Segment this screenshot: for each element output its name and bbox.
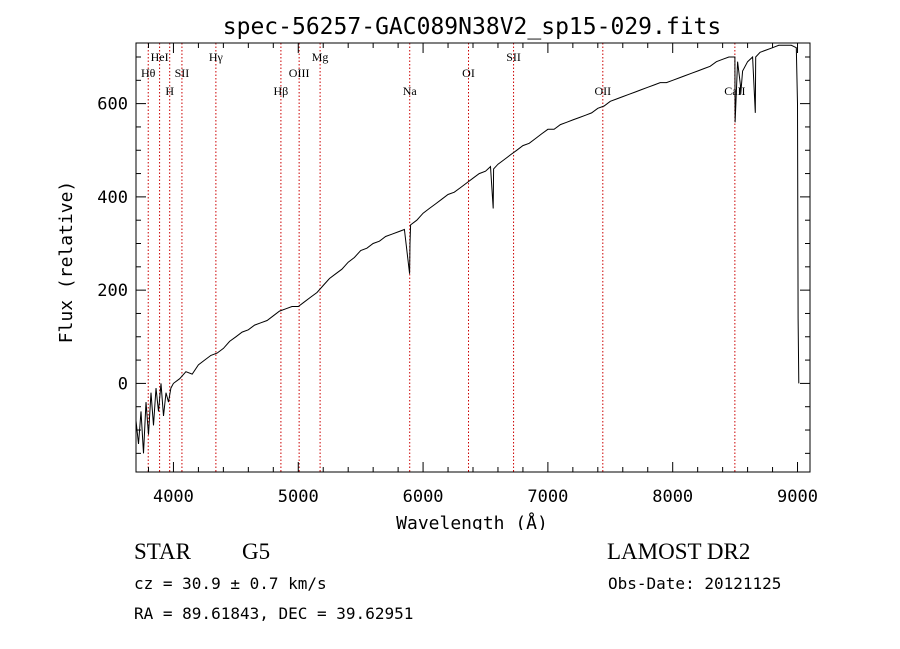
observation-date: Obs-Date: 20121125	[608, 574, 782, 593]
tick-labels: 4000 5000 6000 7000 8000 9000 0 200 400 600	[97, 95, 818, 507]
object-class: STAR	[134, 539, 191, 564]
line-label: Mg	[312, 50, 329, 64]
spectrum-line	[135, 44, 800, 454]
x-tick-label: 8000	[652, 487, 693, 507]
axis-ticks	[136, 43, 810, 472]
x-tick-label: 9000	[777, 487, 818, 507]
line-label: Hθ	[141, 66, 156, 80]
line-label: Na	[403, 84, 418, 98]
line-label: Hγ	[209, 50, 224, 64]
plot-frame	[135, 42, 811, 473]
line-label: HeI	[151, 50, 169, 64]
x-tick-label: 4000	[153, 487, 194, 507]
y-axis-label: Flux (relative)	[56, 181, 77, 344]
line-label: OIII	[289, 66, 310, 80]
line-label: OII	[594, 84, 611, 98]
y-tick-label: 600	[97, 95, 128, 115]
line-label: SII	[506, 50, 521, 64]
y-tick-label: 200	[97, 281, 128, 301]
coordinates: RA = 89.61843, DEC = 39.62951	[134, 604, 414, 623]
redshift-velocity: cz = 30.9 ± 0.7 km/s	[134, 574, 327, 593]
y-tick-label: 0	[118, 374, 128, 394]
x-tick-label: 5000	[278, 487, 319, 507]
line-label: SII	[175, 66, 190, 80]
line-label: H	[165, 84, 174, 98]
x-axis-label: Wavelength (Å)	[396, 512, 548, 530]
spectrum-chart: spec-56257-GAC089N38V2_sp15-029.fits Hθ H…	[56, 14, 818, 530]
chart-title: spec-56257-GAC089N38V2_sp15-029.fits	[223, 14, 722, 40]
line-label: OI	[462, 66, 475, 80]
y-tick-label: 400	[97, 188, 128, 208]
x-tick-label: 6000	[403, 487, 444, 507]
line-label: Hβ	[274, 84, 289, 98]
object-subclass: G5	[242, 539, 271, 564]
line-markers	[147, 43, 736, 472]
survey-name: LAMOST DR2	[607, 539, 751, 564]
x-tick-label: 7000	[527, 487, 568, 507]
